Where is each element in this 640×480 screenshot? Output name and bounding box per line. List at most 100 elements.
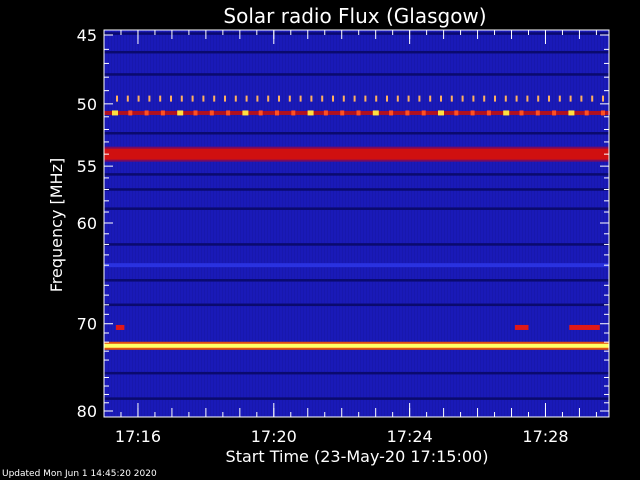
band-58.7 — [104, 207, 609, 210]
event-dash — [601, 110, 605, 116]
band-47.8 — [104, 73, 609, 76]
event-dash — [340, 110, 345, 116]
band-62 — [104, 243, 609, 246]
time-streaks — [104, 30, 609, 417]
y-tick-label: 80 — [77, 402, 97, 421]
y-tick-label: 55 — [77, 157, 97, 176]
event-tick — [548, 95, 550, 102]
event-tick — [515, 95, 518, 102]
event-dash — [323, 110, 328, 116]
event-tick — [537, 95, 540, 102]
event-dash — [356, 110, 361, 116]
band-55.7 — [104, 173, 609, 176]
event-dash — [421, 110, 426, 116]
event-tick — [580, 95, 583, 102]
event-tick — [148, 95, 151, 102]
band-64 — [104, 263, 609, 268]
event-tick — [375, 95, 378, 102]
event-dash — [454, 110, 459, 116]
event-dash — [242, 110, 249, 116]
band-75.5 — [104, 371, 609, 375]
x-tick-label: 17:20 — [251, 427, 297, 446]
y-axis-label: Frequency [MHz] — [47, 158, 66, 292]
band-46.2 — [104, 50, 609, 54]
event-tick — [224, 95, 226, 102]
event-tick — [429, 95, 432, 102]
event-tick — [472, 95, 475, 102]
event-tick — [591, 95, 594, 102]
event-tick — [170, 95, 172, 102]
x-tick-label: 17:28 — [522, 427, 568, 446]
event-burst — [514, 324, 529, 330]
band-44.9 — [104, 32, 609, 35]
x-tick-label: 17:24 — [387, 427, 433, 446]
event-tick — [569, 95, 572, 102]
band-68 — [104, 303, 609, 307]
event-dash — [226, 110, 231, 116]
event-tick — [526, 95, 529, 102]
event-tick — [386, 95, 388, 102]
event-dash — [438, 110, 444, 116]
event-tick — [278, 95, 280, 102]
event-tick — [602, 95, 604, 102]
event-dash — [552, 110, 557, 116]
event-burst — [569, 324, 600, 330]
band-65.5 — [104, 279, 609, 282]
event-dash — [568, 110, 575, 116]
event-tick — [396, 95, 399, 102]
event-tick — [299, 95, 302, 102]
event-dash — [372, 110, 379, 116]
band-72.4 — [104, 343, 609, 348]
x-tick-label: 17:16 — [115, 427, 161, 446]
axes: 45 50 55 60 70 80 17:16 17:20 17:24 17:28 — [77, 26, 610, 446]
event-dash — [503, 110, 510, 116]
event-dash — [112, 110, 118, 116]
event-tick — [364, 95, 367, 102]
y-tick-label: 50 — [77, 95, 97, 114]
event-tick — [202, 95, 205, 102]
event-tick — [137, 95, 140, 102]
event-dash — [389, 110, 394, 116]
event-tick — [191, 95, 194, 102]
event-tick — [288, 95, 291, 102]
event-tick — [116, 95, 118, 102]
event-tick — [558, 95, 561, 102]
band-57 — [104, 188, 609, 191]
event-dash — [193, 110, 198, 116]
event-dash — [275, 110, 279, 116]
event-tick — [461, 95, 464, 102]
plot-area — [104, 30, 610, 417]
event-tick — [126, 95, 129, 102]
event-tick — [332, 95, 334, 102]
event-dash — [470, 110, 475, 116]
event-tick — [267, 95, 270, 102]
event-dash — [519, 110, 524, 116]
event-burst — [115, 324, 125, 330]
chart-title: Solar radio Flux (Glasgow) — [223, 4, 486, 28]
event-dash — [584, 110, 589, 116]
y-tick-label: 60 — [77, 214, 97, 233]
event-tick — [418, 95, 421, 102]
event-tick — [407, 95, 410, 102]
band-54 — [104, 148, 609, 160]
event-tick — [245, 95, 248, 102]
event-tick — [180, 95, 183, 102]
y-tick-label: 70 — [77, 315, 97, 334]
event-tick — [450, 95, 453, 102]
event-dash — [160, 110, 165, 116]
event-tick — [342, 95, 345, 102]
event-tick — [213, 95, 216, 102]
event-dash — [144, 110, 149, 116]
event-tick — [234, 95, 237, 102]
x-axis-label: Start Time (23-May-20 17:15:00) — [226, 447, 489, 466]
event-tick — [494, 95, 496, 102]
event-tick — [353, 95, 356, 102]
event-tick — [321, 95, 324, 102]
event-tick — [159, 95, 162, 102]
event-dash — [405, 110, 410, 116]
event-dash — [258, 110, 263, 116]
updated-timestamp: Updated Mon Jun 1 14:45:20 2020 — [2, 469, 157, 479]
event-tick — [504, 95, 507, 102]
band-78.5 — [104, 397, 609, 400]
